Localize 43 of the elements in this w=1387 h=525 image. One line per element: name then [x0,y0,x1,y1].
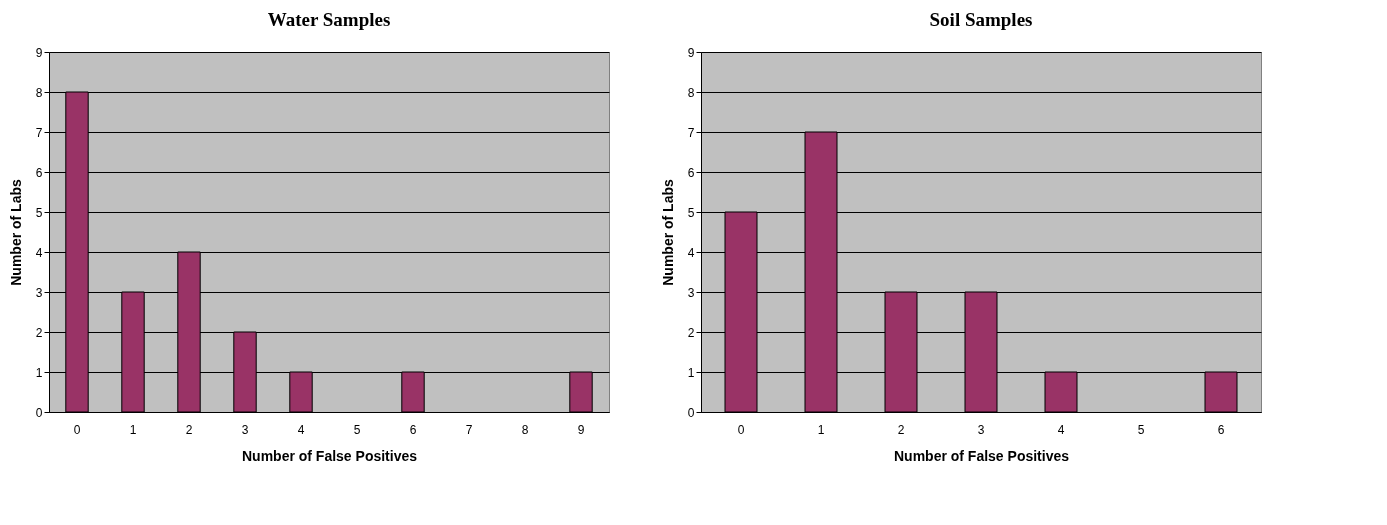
x-tick-label: 3 [241,422,249,437]
y-axis-title: Number of Labs [659,179,676,286]
x-tick-label: 5 [353,422,361,437]
x-tick-label: 1 [817,422,825,437]
x-axis-title: Number of False Positives [241,447,418,464]
y-tick-label: 9 [35,45,43,60]
y-tick-label: 1 [35,365,43,380]
y-tick-label: 0 [687,405,695,420]
chart-title: Water Samples [267,9,391,30]
y-axis-title: Number of Labs [7,179,24,286]
y-tick-label: 8 [35,85,43,100]
x-tick-label: 1 [129,422,137,437]
y-tick-label: 4 [687,245,695,260]
x-tick-label: 0 [737,422,745,437]
x-tick-label: 2 [897,422,905,437]
y-tick-label: 4 [35,245,43,260]
y-tick-label: 5 [687,205,695,220]
y-tick-label: 3 [687,285,695,300]
x-tick-label: 7 [465,422,473,437]
y-tick-label: 6 [35,165,43,180]
y-tick-label: 7 [35,125,43,140]
x-axis-title: Number of False Positives [893,447,1070,464]
x-tick-label: 4 [297,422,305,437]
y-tick-label: 3 [35,285,43,300]
y-tick-label: 7 [687,125,695,140]
x-tick-label: 8 [521,422,529,437]
x-tick-label: 4 [1057,422,1065,437]
x-tick-label: 6 [409,422,417,437]
x-tick-label: 0 [73,422,81,437]
y-tick-label: 9 [687,45,695,60]
x-tick-label: 2 [185,422,193,437]
x-tick-label: 3 [977,422,985,437]
y-tick-label: 2 [687,325,695,340]
y-tick-label: 8 [687,85,695,100]
chart-title: Soil Samples [929,9,1033,30]
y-tick-label: 2 [35,325,43,340]
x-tick-label: 6 [1217,422,1225,437]
y-tick-label: 6 [687,165,695,180]
y-tick-label: 1 [687,365,695,380]
y-tick-label: 0 [35,405,43,420]
y-tick-label: 5 [35,205,43,220]
x-tick-label: 5 [1137,422,1145,437]
x-tick-label: 9 [577,422,585,437]
